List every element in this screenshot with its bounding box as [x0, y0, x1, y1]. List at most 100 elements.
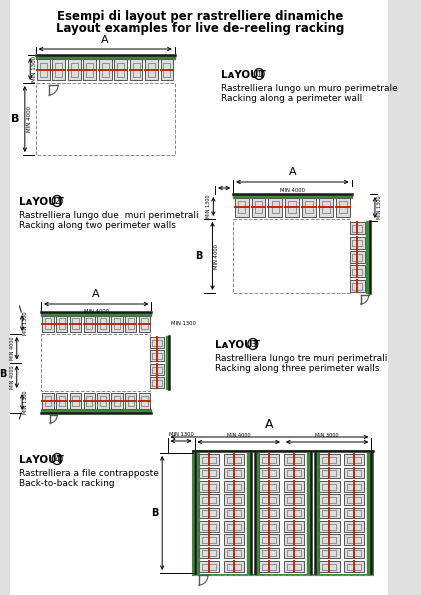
- Bar: [350, 237, 365, 249]
- Bar: [347, 550, 361, 556]
- Bar: [163, 63, 171, 77]
- Bar: [234, 198, 248, 217]
- Text: 1: 1: [256, 70, 262, 79]
- Bar: [352, 254, 362, 261]
- Bar: [86, 63, 93, 77]
- Bar: [287, 550, 301, 556]
- Bar: [284, 468, 304, 478]
- Bar: [199, 508, 219, 518]
- Bar: [227, 564, 240, 570]
- Bar: [262, 564, 276, 570]
- Text: LᴀYOUT: LᴀYOUT: [19, 455, 64, 465]
- Bar: [336, 198, 350, 217]
- Text: MIN 1300: MIN 1300: [377, 196, 382, 219]
- Bar: [347, 484, 361, 490]
- Bar: [287, 537, 301, 543]
- Bar: [255, 201, 262, 214]
- Bar: [133, 63, 139, 77]
- Bar: [350, 223, 365, 234]
- Bar: [247, 453, 250, 573]
- Text: MIN 4000: MIN 4000: [10, 337, 15, 360]
- Bar: [70, 393, 81, 409]
- Bar: [322, 524, 336, 530]
- Bar: [305, 201, 313, 214]
- Bar: [84, 315, 95, 332]
- Bar: [287, 457, 301, 463]
- Text: MIN 3000: MIN 3000: [315, 433, 339, 438]
- Bar: [322, 550, 336, 556]
- Bar: [344, 454, 365, 465]
- Bar: [37, 60, 50, 80]
- Bar: [224, 561, 244, 572]
- Bar: [350, 265, 365, 277]
- Bar: [202, 511, 216, 516]
- Bar: [86, 396, 92, 406]
- Bar: [149, 337, 165, 348]
- Bar: [233, 219, 350, 293]
- Bar: [202, 564, 216, 570]
- Text: Rastrelliera lungo due  muri perimetrali: Rastrelliera lungo due muri perimetrali: [19, 211, 199, 220]
- Text: A: A: [288, 167, 296, 177]
- Bar: [199, 481, 219, 492]
- Bar: [344, 481, 365, 492]
- Bar: [139, 315, 150, 332]
- Bar: [125, 315, 136, 332]
- Text: MIN 4000: MIN 4000: [27, 106, 32, 132]
- Text: Rastrelliera lungo un muro perimetrale: Rastrelliera lungo un muro perimetrale: [221, 84, 398, 93]
- Bar: [56, 315, 67, 332]
- Bar: [284, 494, 304, 505]
- Bar: [262, 537, 276, 543]
- Bar: [202, 550, 216, 556]
- Bar: [322, 564, 336, 570]
- Text: LᴀYOUT: LᴀYOUT: [221, 70, 266, 80]
- Bar: [117, 63, 124, 77]
- Bar: [284, 508, 304, 518]
- Bar: [269, 198, 282, 217]
- Bar: [152, 353, 162, 359]
- Text: MIN 1300: MIN 1300: [171, 321, 196, 325]
- Bar: [55, 63, 62, 77]
- Text: A: A: [101, 35, 109, 45]
- Bar: [45, 396, 51, 406]
- Bar: [256, 453, 259, 573]
- Bar: [224, 481, 244, 492]
- Text: B: B: [11, 114, 19, 124]
- Text: 2: 2: [55, 196, 60, 205]
- Text: Layout examples for live de-reeling racking: Layout examples for live de-reeling rack…: [56, 22, 344, 35]
- Bar: [287, 511, 301, 516]
- Bar: [130, 60, 142, 80]
- Bar: [141, 396, 148, 406]
- Bar: [347, 457, 361, 463]
- Bar: [115, 60, 127, 80]
- Text: B: B: [195, 251, 203, 261]
- Bar: [352, 283, 362, 290]
- Bar: [284, 454, 304, 465]
- Bar: [227, 550, 240, 556]
- Bar: [149, 350, 165, 361]
- Bar: [344, 521, 365, 532]
- Bar: [322, 537, 336, 543]
- Bar: [319, 508, 339, 518]
- Bar: [152, 340, 162, 346]
- Text: MIN 4000: MIN 4000: [10, 365, 15, 389]
- Bar: [344, 547, 365, 559]
- Bar: [347, 537, 361, 543]
- Bar: [42, 393, 53, 409]
- Bar: [114, 318, 120, 329]
- Bar: [100, 396, 106, 406]
- Bar: [347, 497, 361, 503]
- Bar: [262, 484, 276, 490]
- Bar: [287, 497, 301, 503]
- Bar: [262, 511, 276, 516]
- Text: Racking along three perimeter walls: Racking along three perimeter walls: [215, 364, 380, 373]
- Text: 4: 4: [55, 455, 60, 464]
- Bar: [287, 524, 301, 530]
- Bar: [322, 457, 336, 463]
- Bar: [344, 534, 365, 545]
- Bar: [302, 198, 316, 217]
- Bar: [224, 521, 244, 532]
- Text: Racking along two perimeter walls: Racking along two perimeter walls: [19, 221, 176, 230]
- Bar: [288, 201, 296, 214]
- Bar: [224, 468, 244, 478]
- Bar: [41, 409, 152, 412]
